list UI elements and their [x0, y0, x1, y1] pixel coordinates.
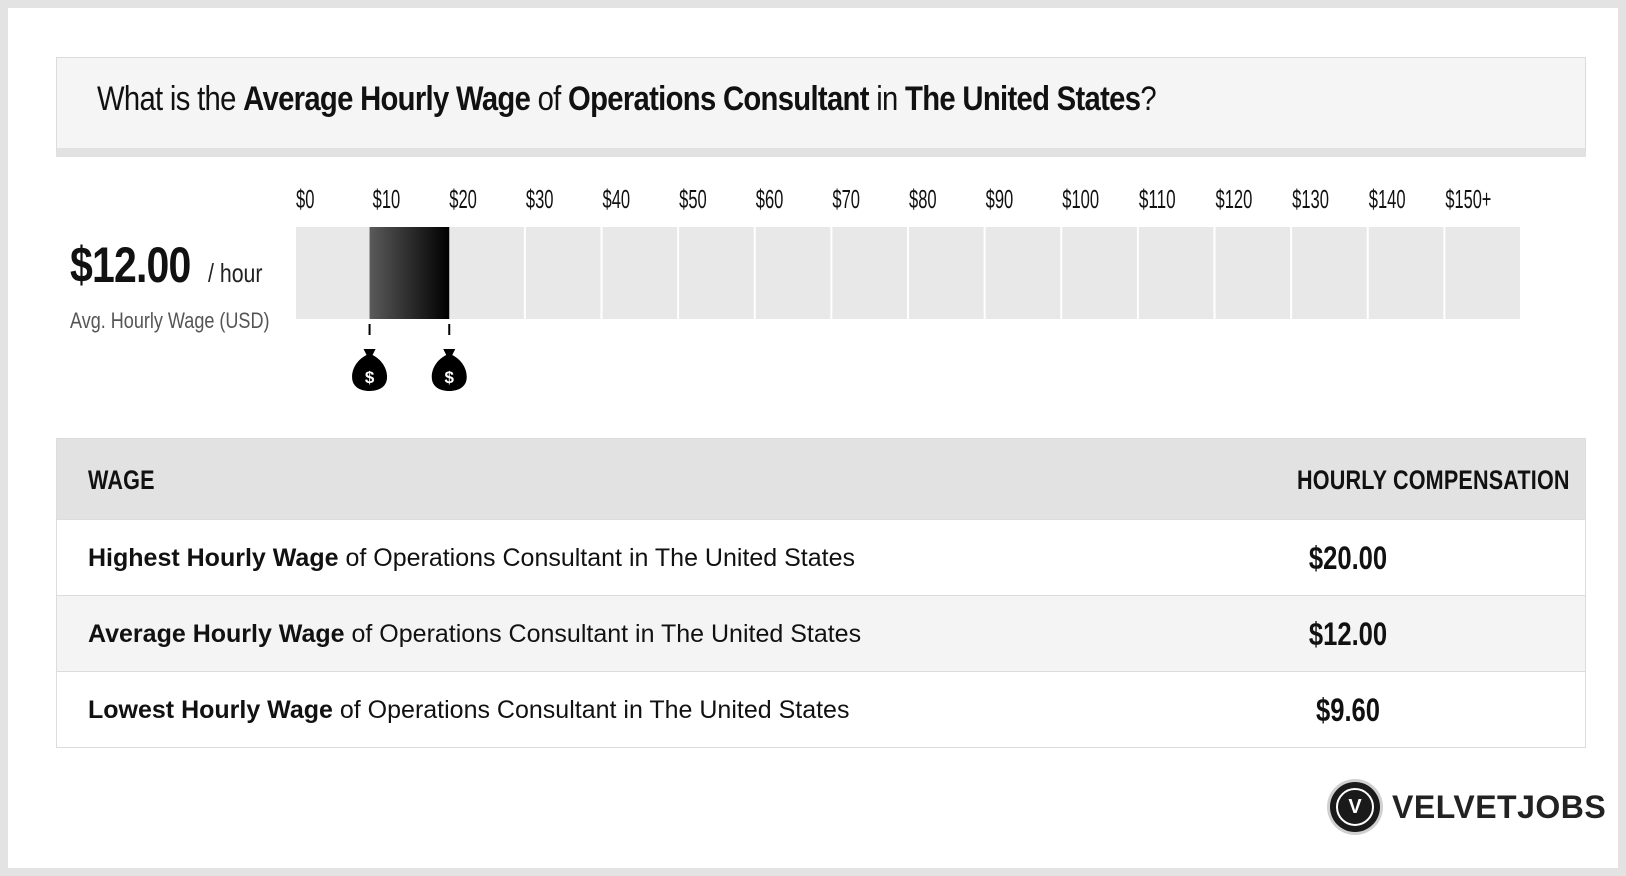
x-tick-label: $100	[1062, 184, 1099, 214]
track-segment	[449, 227, 524, 319]
row-detail: of Operations Consultant in The United S…	[345, 544, 856, 572]
money-bag-symbol: $	[445, 368, 455, 387]
row-label: Average Hourly Wage	[88, 620, 345, 648]
x-tick-label: $140	[1369, 184, 1406, 214]
track-segment	[602, 227, 678, 319]
header-hourly-compensation: HOURLY COMPENSATION	[1297, 465, 1570, 495]
track-segment	[1215, 227, 1291, 319]
header-wage: WAGE	[88, 465, 155, 495]
row-detail: of Operations Consultant in The United S…	[339, 696, 850, 724]
x-tick-label: $20	[449, 184, 477, 214]
x-tick-label: $90	[986, 184, 1014, 214]
wage-range-bar	[369, 227, 450, 319]
x-tick-label: $70	[832, 184, 860, 214]
money-bag-icon: $	[431, 324, 467, 391]
row-description: Highest Hourly Wage of Operations Consul…	[88, 544, 855, 573]
money-bag-symbol: $	[365, 368, 375, 387]
track-segment	[985, 227, 1061, 319]
track-segment	[1138, 227, 1214, 319]
x-tick-label: $50	[679, 184, 707, 214]
x-tick-label: $150+	[1445, 184, 1491, 214]
page-title: What is the Average Hourly Wage of Opera…	[97, 80, 1157, 118]
x-tick-label: $10	[373, 184, 401, 214]
track-segment	[755, 227, 831, 319]
money-bag-icon: $	[352, 324, 388, 391]
table-row-lowest: Lowest Hourly Wage of Operations Consult…	[57, 671, 1585, 747]
row-value: $20.00	[1308, 540, 1388, 576]
x-tick-label: $40	[603, 184, 631, 214]
track-segment	[909, 227, 984, 319]
table-header: WAGE HOURLY COMPENSATION	[57, 439, 1585, 519]
money-bag-shape	[431, 349, 467, 391]
track-segment	[1445, 227, 1520, 319]
average-wage-unit: / hour	[208, 258, 263, 288]
title-location: The United States	[905, 80, 1141, 118]
row-value: $9.60	[1315, 692, 1381, 728]
row-label: Highest Hourly Wage	[88, 544, 339, 572]
x-tick-label: $120	[1216, 184, 1253, 214]
x-tick-label: $60	[756, 184, 784, 214]
x-tick-label: $110	[1139, 184, 1176, 214]
track-segment	[832, 227, 907, 319]
track-segment	[296, 227, 371, 319]
brand-name: VELVETJOBS	[1392, 788, 1607, 825]
wage-table: WAGE HOURLY COMPENSATION Highest Hourly …	[56, 438, 1586, 748]
brand-mark-icon: V	[1330, 782, 1380, 832]
average-wage-value: $12.00	[70, 237, 191, 293]
x-tick-label: $80	[909, 184, 937, 214]
track-segment	[1292, 227, 1367, 319]
average-wage-caption: Avg. Hourly Wage (USD)	[70, 308, 270, 333]
money-bag-shape	[352, 349, 388, 391]
row-label: Lowest Hourly Wage	[88, 696, 333, 724]
table-row-average: Average Hourly Wage of Operations Consul…	[57, 595, 1585, 671]
track-segment	[1062, 227, 1137, 319]
velvetjobs-logo[interactable]: V VELVETJOBS	[1330, 782, 1606, 832]
row-description: Lowest Hourly Wage of Operations Consult…	[88, 696, 849, 725]
x-tick-label: $30	[526, 184, 554, 214]
table-row-highest: Highest Hourly Wage of Operations Consul…	[57, 519, 1585, 595]
wage-range-chart: $0 $10 $20 $30 $40 $50 $60 $70 $80 $90 $100 $110 $12…	[296, 184, 1520, 391]
title-metric: Average Hourly Wage	[243, 80, 531, 118]
row-detail: of Operations Consultant in The United S…	[351, 620, 862, 648]
row-description: Average Hourly Wage of Operations Consul…	[88, 620, 861, 649]
question-header: What is the Average Hourly Wage of Opera…	[56, 57, 1586, 157]
x-tick-label: $0	[296, 184, 314, 214]
row-value: $12.00	[1308, 616, 1388, 652]
track-segment	[679, 227, 754, 319]
track-segment	[525, 227, 601, 319]
title-job: Operations Consultant	[568, 80, 869, 118]
track-segment	[1368, 227, 1444, 319]
x-tick-label: $130	[1292, 184, 1329, 214]
